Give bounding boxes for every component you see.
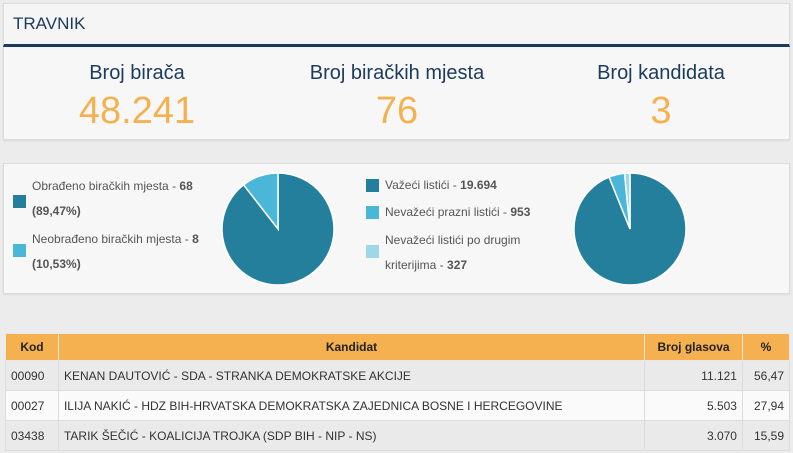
legend-processed-value: 68 (89,47%): [32, 179, 193, 218]
stat-polling-stations-label: Broj biračkih mjesta: [309, 62, 485, 84]
col-header-kod[interactable]: Kod: [5, 333, 59, 361]
stat-polling-stations-value: 76: [375, 90, 419, 132]
cell-kandidat: ILIJA NAKIĆ - HDZ BIH-HRVATSKA DEMOKRATS…: [57, 390, 646, 421]
results-table: Kod Kandidat Broj glasova % 00090 KENAN …: [5, 333, 791, 451]
table-row: 00090 KENAN DAUTOVIĆ - SDA - STRANKA DEM…: [5, 360, 791, 391]
cell-glasova: 11.121: [644, 360, 743, 391]
cell-glasova: 3.070: [644, 420, 743, 451]
stat-candidates-value: 3: [650, 90, 672, 132]
legend-invalid-other-value: 327: [447, 258, 468, 272]
legend-unprocessed-label: Neobrađeno biračkih mjesta: [32, 232, 182, 246]
legend-swatch: [13, 195, 26, 208]
table-row: 03438 TARIK ŠEČIĆ - KOALICIJA TROJKA (SD…: [5, 420, 791, 451]
charts-panel: Obrađeno biračkih mjesta - 68 (89,47%) N…: [3, 163, 790, 294]
stat-candidates-label: Broj kandidata: [597, 62, 725, 84]
pie-polling-stations-slice-1[interactable]: [242, 172, 279, 232]
legend-swatch: [366, 179, 379, 192]
stats-panel: Broj birača 48.241 Broj biračkih mjesta …: [3, 47, 790, 140]
cell-kandidat: TARIK ŠEČIĆ - KOALICIJA TROJKA (SDP BIH …: [57, 420, 646, 451]
cell-percent: 56,47: [741, 360, 791, 391]
legend-invalid-blank-value: 953: [510, 205, 531, 219]
legend-swatch: [366, 245, 379, 258]
legend-valid-value: 19.694: [460, 178, 497, 192]
legend-swatch: [366, 206, 379, 219]
cell-kod: 03438: [5, 420, 59, 451]
col-header-kandidat[interactable]: Kandidat: [57, 333, 646, 361]
stat-voters-value: 48.241: [78, 90, 196, 132]
col-header-percent[interactable]: %: [741, 333, 791, 361]
legend-invalid-blank-label: Nevažeći prazni listići: [385, 205, 500, 219]
pie-chart-polling-stations: [221, 172, 335, 286]
cell-glasova: 5.503: [644, 390, 743, 421]
cell-kod: 00090: [5, 360, 59, 391]
cell-percent: 27,94: [741, 390, 791, 421]
legend-unprocessed-value: 8 (10,53%): [32, 232, 199, 271]
pie-chart-ballots: [573, 172, 687, 286]
cell-percent: 15,59: [741, 420, 791, 451]
cell-kandidat: KENAN DAUTOVIĆ - SDA - STRANKA DEMOKRATS…: [57, 360, 646, 391]
stat-candidates: Broj kandidata 3: [531, 47, 791, 131]
page-title: TRAVNIK: [13, 14, 86, 33]
pie-ballots-slice-2[interactable]: [623, 172, 631, 230]
stat-voters-label: Broj birača: [89, 62, 185, 84]
legend-swatch: [13, 244, 26, 257]
title-bar: TRAVNIK: [3, 3, 790, 47]
legend-valid-label: Važeći listići: [385, 178, 450, 192]
table-header-row: Kod Kandidat Broj glasova %: [5, 333, 791, 361]
col-header-broj-glasova[interactable]: Broj glasova: [644, 333, 743, 361]
stat-polling-stations: Broj biračkih mjesta 76: [267, 47, 527, 131]
legend-processed-label: Obrađeno biračkih mjesta: [32, 179, 169, 193]
cell-kod: 00027: [5, 390, 59, 421]
legend-invalid-other-label: Nevažeći listići po drugim kriterijima: [385, 233, 521, 272]
stat-voters: Broj birača 48.241: [7, 47, 267, 131]
table-row: 00027 ILIJA NAKIĆ - HDZ BIH-HRVATSKA DEM…: [5, 390, 791, 421]
pie-polling-stations-slice-0[interactable]: [221, 172, 335, 286]
